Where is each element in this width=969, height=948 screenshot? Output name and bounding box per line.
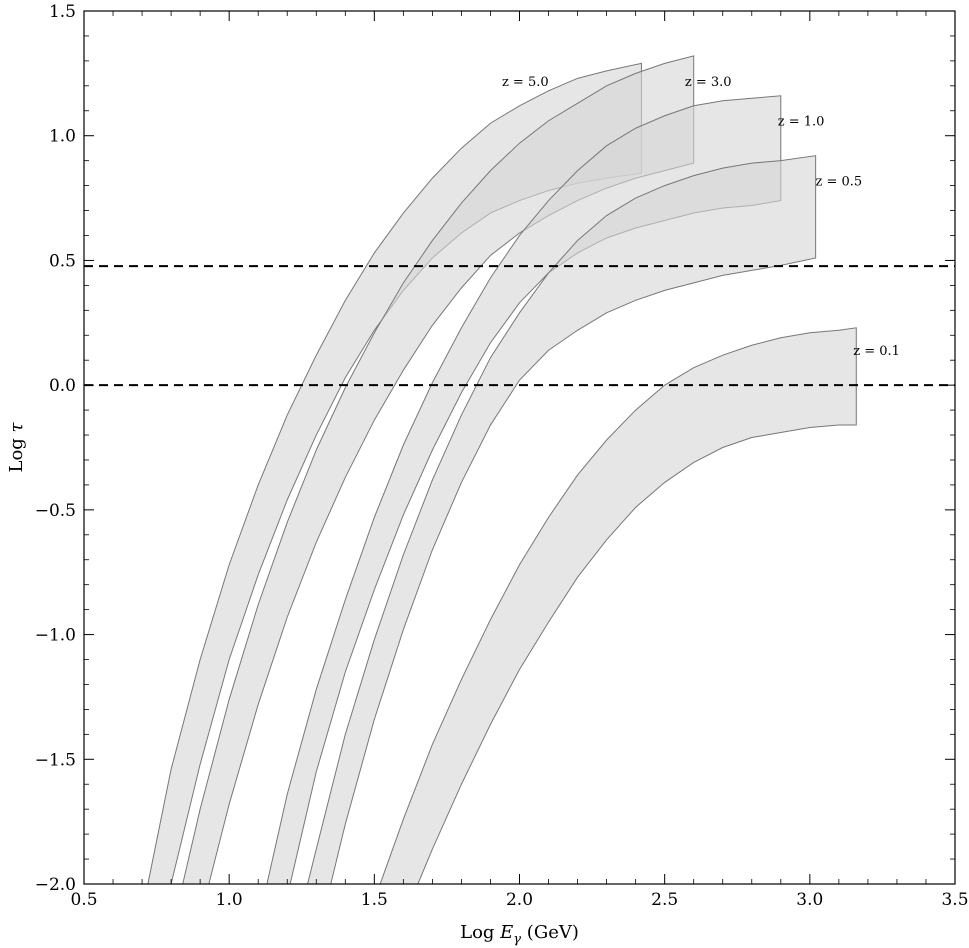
x-axis-title-prefix: Log — [460, 922, 500, 943]
y-tick-label: −1.0 — [35, 626, 76, 646]
band-label-3: z = 0.5 — [816, 175, 863, 190]
band-z-0-5 — [306, 155, 817, 885]
x-axis-title-sub: γ — [513, 932, 521, 947]
band-label-2: z = 1.0 — [778, 115, 825, 130]
x-axis-title-unit: (GeV) — [521, 922, 579, 943]
band-labels-layer: z = 5.0 z = 3.0 z = 1.0 z = 0.5 z = 0.1 — [502, 75, 900, 359]
band-z-0-1 — [379, 327, 857, 885]
x-tick-label: 2.0 — [506, 890, 533, 910]
y-axis-title-var: τ — [6, 421, 27, 432]
y-tick-label: 1.0 — [49, 127, 76, 147]
x-axis-title: Log Eγ (GeV) — [460, 922, 579, 947]
y-axis-title: Log τ — [6, 421, 27, 472]
x-axis-title-var: E — [499, 922, 513, 943]
ticks-layer: 0.5 1.0 1.5 2.0 2.5 3.0 3.5 −2.0 −1.5 −1.0 −0.5 0.0… — [35, 2, 969, 910]
reference-lines-layer — [84, 265, 955, 387]
x-tick-label: 1.0 — [216, 890, 243, 910]
x-tick-label: 2.5 — [651, 890, 678, 910]
y-tick-label: −2.0 — [35, 875, 76, 895]
band-label-0: z = 5.0 — [502, 75, 549, 90]
y-tick-label: −0.5 — [35, 501, 76, 521]
x-tick-label: 1.5 — [361, 890, 388, 910]
band-label-1: z = 3.0 — [685, 75, 732, 90]
y-axis-title-prefix: Log — [6, 432, 27, 472]
x-tick-label: 0.5 — [70, 890, 97, 910]
y-tick-label: 1.5 — [49, 2, 76, 22]
bands-layer — [147, 55, 857, 885]
band-label-4: z = 0.1 — [853, 344, 900, 359]
x-tick-label: 3.0 — [796, 890, 823, 910]
y-tick-label: 0.0 — [49, 376, 76, 396]
x-tick-label: 3.5 — [941, 890, 968, 910]
y-tick-label: 0.5 — [49, 251, 76, 271]
y-tick-label: −1.5 — [35, 750, 76, 770]
